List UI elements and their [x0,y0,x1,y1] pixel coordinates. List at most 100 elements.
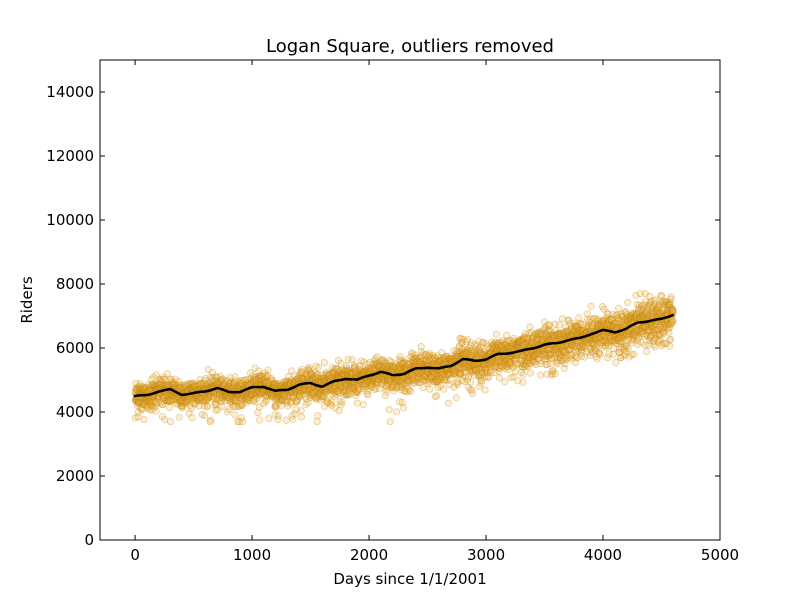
y-tick-label: 0 [84,531,94,549]
scatter-point [151,381,159,389]
scatter-point [229,397,237,405]
scatter-point [142,397,150,405]
scatter-point [189,379,197,387]
scatter-point [158,413,166,421]
scatter-point [180,397,188,405]
scatter-point [189,399,197,407]
scatter-point [282,416,290,424]
scatter-point [219,392,227,400]
scatter-point [162,391,170,399]
scatter-point [178,397,186,405]
scatter-point [163,397,171,405]
scatter-point [179,385,187,393]
scatter-point [216,372,224,380]
scatter-point [624,298,632,306]
scatter-point [139,385,147,393]
scatter-point [204,365,212,373]
scatter-point [140,416,148,424]
scatter-point [169,394,177,402]
scatter-point [274,412,282,420]
scatter-point [136,380,144,388]
scatter-point [209,369,217,377]
scatter-point [141,397,149,405]
scatter-point [226,383,234,391]
scatter-point [153,382,161,390]
scatter-point [167,391,175,399]
scatter-point [169,381,177,389]
scatter-point [445,399,453,407]
scatter-point [166,375,174,383]
scatter-point [188,380,196,388]
scatter-point [200,393,208,401]
scatter-point [157,379,165,387]
scatter-point [213,374,221,382]
y-tick-label: 2000 [56,467,94,485]
scatter-point [222,392,230,400]
scatter-point [144,380,152,388]
scatter-point [136,384,144,392]
scatter-point [132,384,140,392]
scatter-point [666,335,674,343]
scatter-point [133,386,141,394]
scatter-point [227,380,235,388]
scatter-point [162,381,170,389]
scatter-point [212,373,220,381]
scatter-point [199,397,207,405]
scatter-point [145,406,153,414]
scatter-point [141,386,149,394]
scatter-point [204,381,212,389]
scatter-point [151,383,159,391]
scatter-point [182,397,190,405]
scatter-point [219,375,227,383]
scatter-point [138,386,146,394]
scatter-point [211,377,219,385]
scatter-point [136,386,144,394]
scatter-point [154,380,162,388]
scatter-point [207,416,215,424]
scatter-point [161,395,169,403]
scatter-point [152,382,160,390]
scatter-point [149,402,157,410]
scatter-point [136,399,144,407]
scatter-point [183,397,191,405]
scatter-point [194,395,202,403]
scatter-point [238,418,246,426]
scatter-point [230,379,238,387]
scatter-point [137,398,145,406]
scatter-point [170,380,178,388]
scatter-point [181,382,189,390]
scatter-point [147,381,155,389]
scatter-point [154,393,162,401]
scatter-point [134,413,142,421]
scatter-point [139,399,147,407]
scatter-point [159,394,167,402]
scatter-point [201,412,209,420]
scatter-point [167,391,175,399]
scatter-point [196,393,204,401]
scatter-point [511,368,519,376]
scatter-point [202,375,210,383]
scatter-point [148,394,156,402]
scatter-point [147,397,155,405]
scatter-point [175,413,183,421]
scatter-point [152,400,160,408]
scatter-point [230,379,238,387]
scatter-point [205,394,213,402]
scatter-point [161,416,169,424]
scatter-point [197,395,205,403]
scatter-point [191,399,199,407]
scatter-point [184,395,192,403]
scatter-point [142,384,150,392]
scatter-point [177,402,185,410]
scatter-point [181,395,189,403]
scatter-point [183,382,191,390]
scatter-point [145,400,153,408]
scatter-point [179,399,187,407]
scatter-point [265,415,273,423]
scatter-point [176,398,184,406]
scatter-point [169,379,177,387]
scatter-point [167,398,175,406]
scatter-point [630,350,638,358]
scatter-point [555,321,563,329]
